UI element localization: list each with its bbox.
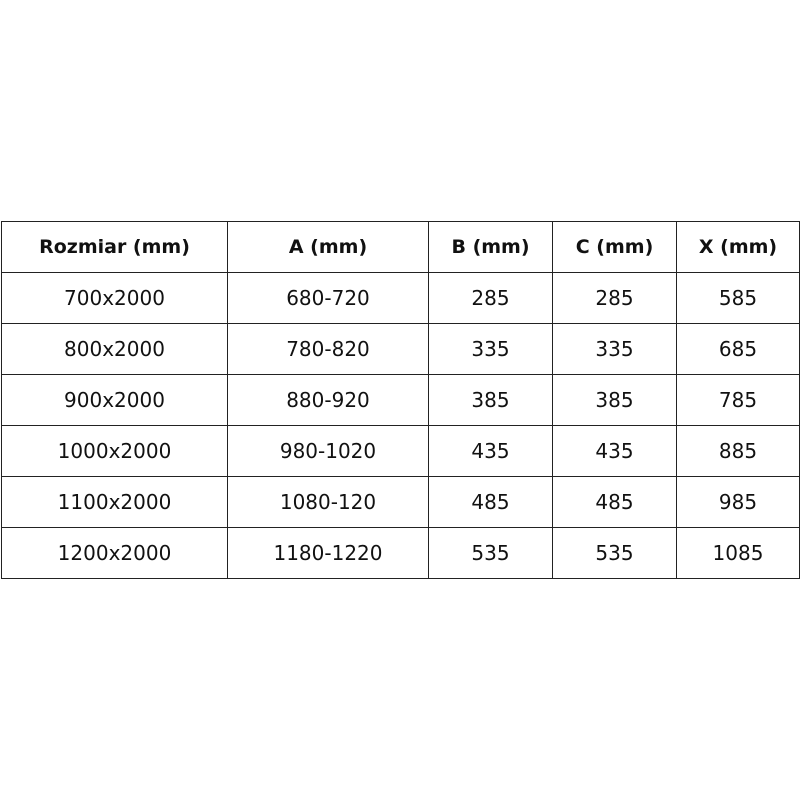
cell-b: 285 bbox=[428, 272, 553, 324]
cell-x: 585 bbox=[676, 272, 800, 324]
cell-a: 980-1020 bbox=[227, 425, 429, 477]
cell-a: 780-820 bbox=[227, 323, 429, 375]
cell-size: 1000x2000 bbox=[1, 425, 228, 477]
cell-x: 785 bbox=[676, 374, 800, 426]
cell-x: 685 bbox=[676, 323, 800, 375]
cell-x: 985 bbox=[676, 476, 800, 528]
header-b: B (mm) bbox=[428, 221, 553, 273]
cell-a: 1180-1220 bbox=[227, 527, 429, 579]
cell-b: 485 bbox=[428, 476, 553, 528]
cell-size: 900x2000 bbox=[1, 374, 228, 426]
cell-c: 535 bbox=[552, 527, 677, 579]
dimensions-table: Rozmiar (mm) A (mm) B (mm) C (mm) X (mm)… bbox=[1, 221, 800, 579]
table-row: 1000x2000 980-1020 435 435 885 bbox=[1, 425, 800, 477]
header-size: Rozmiar (mm) bbox=[1, 221, 228, 273]
table-row: 700x2000 680-720 285 285 585 bbox=[1, 272, 800, 324]
table-row: 800x2000 780-820 335 335 685 bbox=[1, 323, 800, 375]
cell-a: 1080-120 bbox=[227, 476, 429, 528]
cell-b: 435 bbox=[428, 425, 553, 477]
cell-b: 385 bbox=[428, 374, 553, 426]
cell-c: 485 bbox=[552, 476, 677, 528]
table-row: 1200x2000 1180-1220 535 535 1085 bbox=[1, 527, 800, 579]
table-row: 900x2000 880-920 385 385 785 bbox=[1, 374, 800, 426]
cell-b: 335 bbox=[428, 323, 553, 375]
cell-x: 885 bbox=[676, 425, 800, 477]
cell-size: 1200x2000 bbox=[1, 527, 228, 579]
cell-size: 700x2000 bbox=[1, 272, 228, 324]
cell-x: 1085 bbox=[676, 527, 800, 579]
cell-b: 535 bbox=[428, 527, 553, 579]
header-row: Rozmiar (mm) A (mm) B (mm) C (mm) X (mm) bbox=[1, 221, 800, 273]
cell-size: 800x2000 bbox=[1, 323, 228, 375]
header-c: C (mm) bbox=[552, 221, 677, 273]
cell-c: 335 bbox=[552, 323, 677, 375]
header-a: A (mm) bbox=[227, 221, 429, 273]
header-x: X (mm) bbox=[676, 221, 800, 273]
cell-c: 385 bbox=[552, 374, 677, 426]
cell-a: 680-720 bbox=[227, 272, 429, 324]
cell-c: 435 bbox=[552, 425, 677, 477]
table-body: 700x2000 680-720 285 285 585 800x2000 780-820 3… bbox=[1, 272, 800, 579]
cell-size: 1100x2000 bbox=[1, 476, 228, 528]
cell-c: 285 bbox=[552, 272, 677, 324]
table-row: 1100x2000 1080-120 485 485 985 bbox=[1, 476, 800, 528]
cell-a: 880-920 bbox=[227, 374, 429, 426]
